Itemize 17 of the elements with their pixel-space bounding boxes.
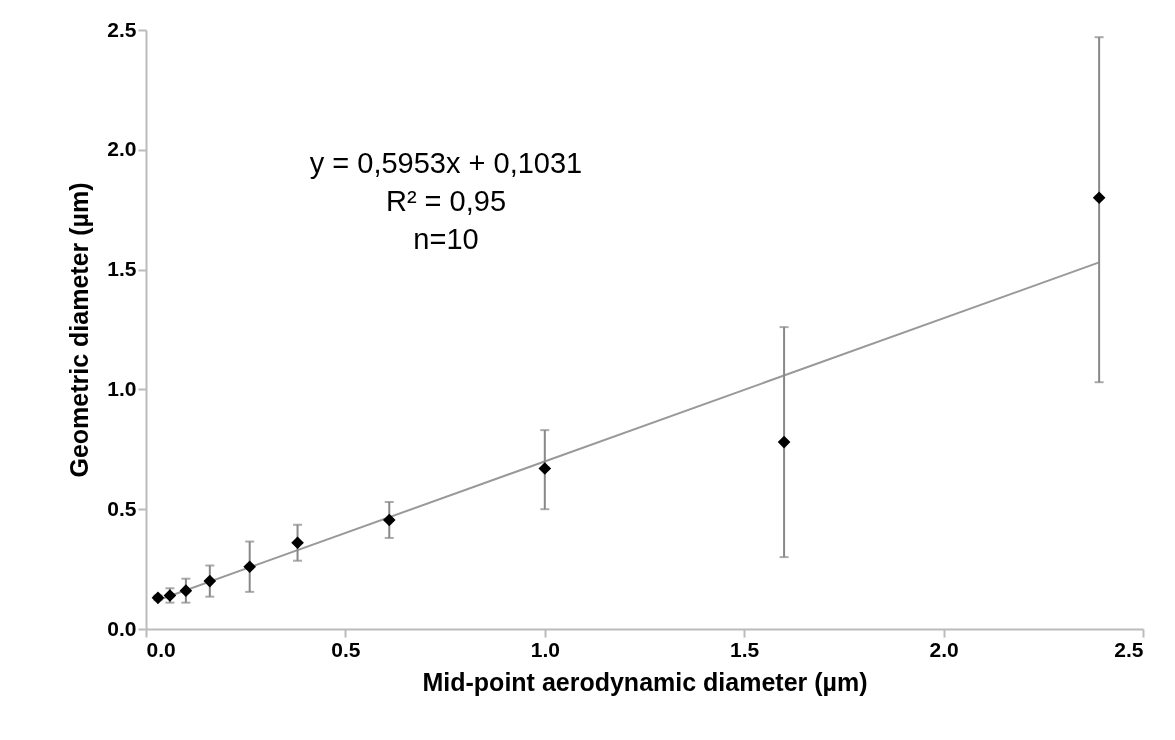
annotation: n=10	[413, 223, 479, 255]
y-tick-label: 0.5	[107, 496, 137, 520]
x-tick-label: 2.0	[929, 637, 959, 661]
y-tick-label: 2.5	[107, 17, 137, 41]
annotation: y = 0,5953x + 0,1031	[309, 147, 583, 179]
annotation: R² = 0,95	[385, 185, 507, 217]
x-tick-label: 0.5	[331, 637, 361, 661]
x-axis-title: Mid-point aerodynamic diameter (µm)	[422, 667, 868, 696]
x-tick-label: 0.0	[146, 637, 176, 661]
y-tick-label: 0.0	[107, 616, 137, 640]
x-tick-label: 1.5	[730, 637, 760, 661]
x-tick-label: 1.0	[530, 637, 560, 661]
y-axis-title: Geometric diameter (µm)	[65, 182, 94, 478]
x-tick-label: 2.5	[1114, 637, 1144, 661]
y-tick-label: 1.5	[107, 257, 137, 281]
y-tick-label: 2.0	[107, 137, 137, 161]
y-tick-label: 1.0	[107, 376, 137, 400]
